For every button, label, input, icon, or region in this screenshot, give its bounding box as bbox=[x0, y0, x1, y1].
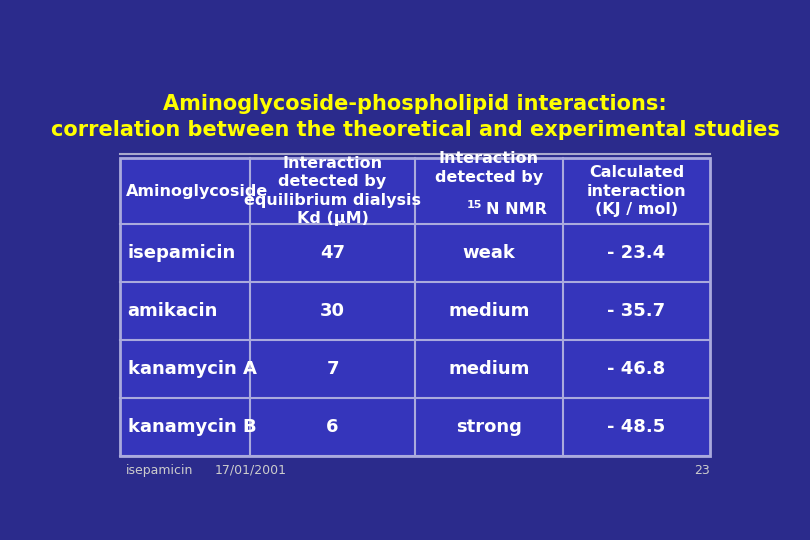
Text: Aminoglycoside: Aminoglycoside bbox=[126, 184, 269, 199]
Text: kanamycin B: kanamycin B bbox=[128, 417, 256, 436]
Text: - 23.4: - 23.4 bbox=[608, 244, 666, 262]
Text: isepamicin: isepamicin bbox=[126, 464, 194, 477]
Text: - 48.5: - 48.5 bbox=[608, 417, 666, 436]
Text: - 46.8: - 46.8 bbox=[608, 360, 666, 377]
Text: isepamicin: isepamicin bbox=[128, 244, 236, 262]
Text: medium: medium bbox=[448, 302, 530, 320]
Text: Interaction
detected by: Interaction detected by bbox=[435, 151, 543, 185]
Text: weak: weak bbox=[463, 244, 515, 262]
Bar bbox=[120, 158, 710, 456]
Text: Calculated
interaction
(KJ / mol): Calculated interaction (KJ / mol) bbox=[586, 165, 686, 217]
Text: Interaction
detected by
equilibrium dialysis
Kd (μM): Interaction detected by equilibrium dial… bbox=[244, 156, 421, 226]
Text: - 35.7: - 35.7 bbox=[608, 302, 666, 320]
Text: 17/01/2001: 17/01/2001 bbox=[214, 464, 286, 477]
Text: 23: 23 bbox=[694, 464, 710, 477]
Text: Aminoglycoside-phospholipid interactions:
correlation between the theoretical an: Aminoglycoside-phospholipid interactions… bbox=[51, 94, 779, 140]
Text: 15: 15 bbox=[467, 200, 482, 210]
Text: medium: medium bbox=[448, 360, 530, 377]
Text: kanamycin A: kanamycin A bbox=[128, 360, 257, 377]
Text: 6: 6 bbox=[326, 417, 339, 436]
Text: 30: 30 bbox=[320, 302, 345, 320]
Text: N NMR: N NMR bbox=[486, 202, 547, 217]
Text: 47: 47 bbox=[320, 244, 345, 262]
Text: amikacin: amikacin bbox=[128, 302, 218, 320]
Text: strong: strong bbox=[456, 417, 522, 436]
Text: 7: 7 bbox=[326, 360, 339, 377]
